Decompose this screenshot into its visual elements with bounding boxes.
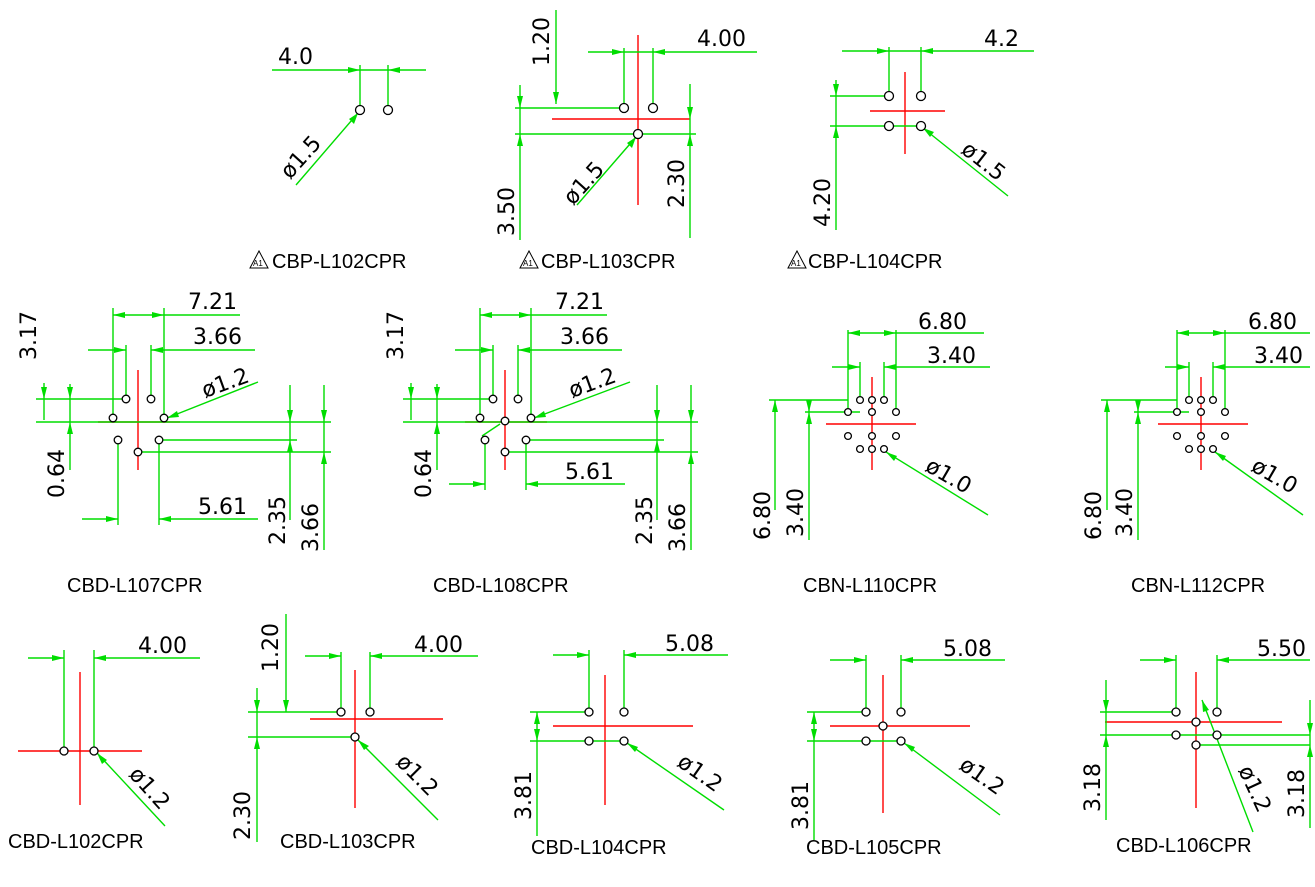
svg-text:A1: A1 bbox=[253, 259, 263, 268]
dim-3-66: 3.66 bbox=[193, 325, 242, 350]
part-label-cbd-l105cpr: CBD-L105CPR bbox=[806, 837, 942, 859]
dim-5-08: 5.08 bbox=[665, 632, 714, 657]
part-label-cbd-l106cpr: CBD-L106CPR bbox=[1116, 835, 1252, 857]
part-label-cbp-l102cpr: CBP-L102CPR bbox=[272, 251, 407, 273]
footprint-cbp-l104cpr: 4.2 4.20 ø1.5 A1 CBP-L104CPR bbox=[787, 27, 1034, 273]
footprint-cbd-l103cpr: 4.00 1.20 2.30 ø1.2 CBD-L103CPR bbox=[231, 614, 478, 853]
dim-3-66: 3.66 bbox=[666, 503, 691, 552]
dim-dia-1-5: ø1.5 bbox=[559, 157, 610, 210]
dim-6-80: 6.80 bbox=[751, 491, 776, 540]
dim-4-2: 4.2 bbox=[984, 27, 1019, 52]
dim-dia-1-5: ø1.5 bbox=[956, 137, 1010, 187]
svg-text:A1: A1 bbox=[523, 259, 533, 268]
dim-dia-1-0: ø1.0 bbox=[1247, 454, 1301, 500]
revision-triangle-icon: A1 bbox=[519, 249, 539, 269]
dim-5-61: 5.61 bbox=[565, 460, 614, 485]
dim-3-81: 3.81 bbox=[512, 771, 537, 820]
footprint-cbn-l110cpr: 6.80 3.40 6.80 3.40 ø1.0 CBN-L110CPR bbox=[751, 310, 990, 597]
dim-3-81: 3.81 bbox=[789, 781, 814, 830]
dim-2-30: 2.30 bbox=[665, 159, 690, 208]
part-label-cbd-l108cpr: CBD-L108CPR bbox=[433, 575, 569, 597]
part-label-cbp-l103cpr: CBP-L103CPR bbox=[541, 251, 676, 273]
dim-dia-1-2: ø1.2 bbox=[199, 364, 253, 404]
dim-4-20: 4.20 bbox=[811, 178, 836, 227]
dim-2-35: 2.35 bbox=[266, 496, 291, 545]
dim-3-66: 3.66 bbox=[299, 503, 324, 552]
dim-7-21: 7.21 bbox=[555, 290, 604, 315]
footprint-cbp-l103cpr: 4.00 1.20 3.50 ø1.5 2.30 A1 CBP-L103CPR bbox=[495, 10, 757, 273]
dim-0-64: 0.64 bbox=[412, 449, 437, 498]
part-label-cbn-l110cpr: CBN-L110CPR bbox=[803, 575, 937, 597]
dim-3-18: 3.18 bbox=[1285, 769, 1310, 818]
dim-dia-1-2: ø1.2 bbox=[391, 750, 443, 802]
dim-4-00: 4.00 bbox=[697, 27, 746, 52]
dim-2-35: 2.35 bbox=[633, 496, 658, 545]
footprint-cbd-l108cpr: 7.21 3.66 ø1.2 3.17 0.64 5.61 2.35 3.66 … bbox=[384, 290, 698, 597]
dim-5-50: 5.50 bbox=[1257, 637, 1306, 662]
footprint-cbd-l107cpr: 7.21 3.66 ø1.2 3.17 0.64 5.61 2.35 3.66 … bbox=[17, 290, 331, 597]
dim-dia-1-0: ø1.0 bbox=[921, 454, 975, 500]
dim-3-18: 3.18 bbox=[1081, 763, 1106, 812]
dim-dia-1-2: ø1.2 bbox=[566, 364, 620, 404]
dim-0-64: 0.64 bbox=[45, 449, 70, 498]
footprint-cbd-l105cpr: 5.08 3.81 ø1.2 CBD-L105CPR bbox=[789, 637, 1009, 859]
footprint-cbd-l102cpr: 4.00 ø1.2 CBD-L102CPR bbox=[8, 634, 200, 853]
dim-dia-1-2: ø1.2 bbox=[673, 749, 727, 797]
footprint-cbd-l104cpr: 5.08 3.81 ø1.2 CBD-L104CPR bbox=[512, 632, 728, 859]
part-label-cbp-l104cpr: CBP-L104CPR bbox=[808, 251, 943, 273]
part-label-cbd-l104cpr: CBD-L104CPR bbox=[531, 837, 667, 859]
dim-5-08: 5.08 bbox=[943, 637, 992, 662]
footprint-cbp-l102cpr: 4.0 ø1.5 A1 CBP-L102CPR bbox=[249, 45, 426, 273]
dim-4-00: 4.00 bbox=[138, 634, 187, 659]
part-label-cbd-l107cpr: CBD-L107CPR bbox=[67, 575, 203, 597]
dim-3-40: 3.40 bbox=[784, 488, 809, 537]
part-label-cbd-l103cpr: CBD-L103CPR bbox=[280, 831, 416, 853]
part-label-cbn-l112cpr: CBN-L112CPR bbox=[1131, 575, 1265, 597]
dim-4-00: 4.00 bbox=[414, 633, 463, 658]
dim-dia-1-2: ø1.2 bbox=[124, 762, 175, 815]
dim-3-40: 3.40 bbox=[927, 344, 976, 369]
dim-1-20: 1.20 bbox=[259, 623, 284, 672]
footprint-cbn-l112cpr: 6.80 3.40 6.80 3.40 ø1.0 CBN-L112CPR bbox=[1082, 310, 1310, 597]
dim-6-80: 6.80 bbox=[918, 310, 967, 335]
dim-1-20: 1.20 bbox=[530, 17, 555, 66]
dim-5-61: 5.61 bbox=[198, 495, 247, 520]
dim-3-40: 3.40 bbox=[1113, 488, 1138, 537]
revision-triangle-icon: A1 bbox=[249, 249, 269, 269]
dim-3-17: 3.17 bbox=[384, 311, 409, 360]
footprint-cbd-l106cpr: 5.50 3.18 ø1.2 3.18 CBD-L106CPR bbox=[1081, 637, 1313, 857]
dim-4-0: 4.0 bbox=[278, 45, 313, 70]
dim-3-50: 3.50 bbox=[495, 187, 520, 236]
svg-text:A1: A1 bbox=[791, 259, 801, 268]
dim-6-80: 6.80 bbox=[1248, 310, 1297, 335]
dim-dia-1-2: ø1.2 bbox=[1233, 762, 1276, 816]
dim-6-80: 6.80 bbox=[1082, 491, 1107, 540]
dim-3-17: 3.17 bbox=[17, 311, 42, 360]
dim-7-21: 7.21 bbox=[188, 290, 237, 315]
part-label-cbd-l102cpr: CBD-L102CPR bbox=[8, 831, 144, 853]
dim-2-30: 2.30 bbox=[231, 791, 256, 840]
dim-3-66: 3.66 bbox=[560, 325, 609, 350]
dim-3-40: 3.40 bbox=[1254, 344, 1303, 369]
dim-dia-1-2: ø1.2 bbox=[955, 752, 1009, 800]
revision-triangle-icon: A1 bbox=[787, 249, 807, 269]
